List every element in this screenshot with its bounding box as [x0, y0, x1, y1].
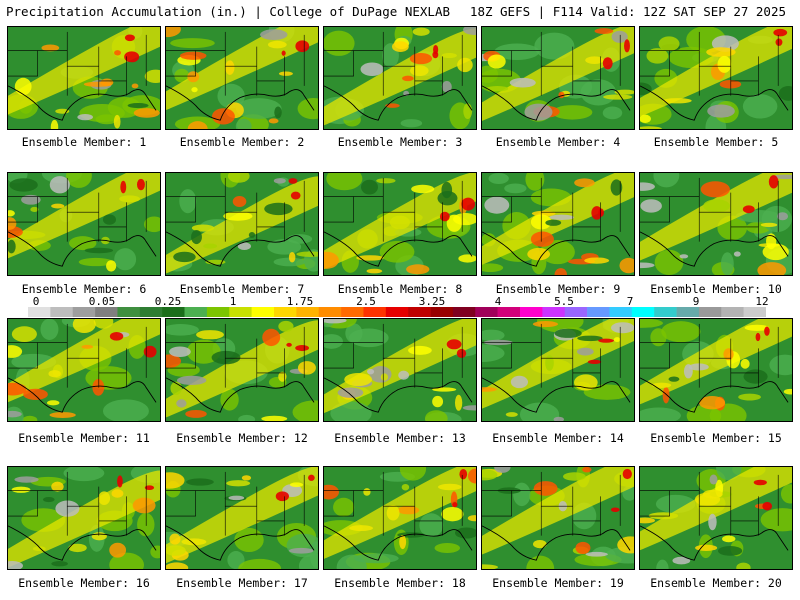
colorbar-swatch — [408, 307, 431, 317]
colorbar-swatch — [564, 307, 588, 317]
map-panel-19 — [481, 466, 635, 570]
colorbar-tick-label: 4 — [494, 295, 502, 308]
colorbar-swatch — [363, 307, 387, 317]
colorbar-swatch — [296, 307, 320, 317]
map-panel-9 — [481, 172, 635, 276]
colorbar-swatch — [676, 307, 700, 317]
map-panel-14 — [481, 318, 635, 422]
colorbar-swatch — [341, 307, 364, 317]
panel-label: Ensemble Member: 13 — [334, 431, 466, 445]
colorbar-swatch — [631, 307, 655, 317]
panel-label: Ensemble Member: 15 — [650, 431, 782, 445]
map-panel-5 — [639, 26, 793, 130]
colorbar-tick-label: 0.25 — [154, 295, 182, 308]
panel-label: Ensemble Member: 3 — [337, 135, 463, 149]
colorbar-swatch — [206, 307, 230, 317]
colorbar-swatch — [139, 307, 163, 317]
colorbar-swatch — [274, 307, 297, 317]
colorbar-swatch — [28, 307, 51, 317]
colorbar-swatch — [587, 307, 610, 317]
colorbar-swatch — [520, 307, 543, 317]
map-panel-16 — [7, 466, 161, 570]
colorbar-swatch — [72, 307, 96, 317]
map-panel-10 — [639, 172, 793, 276]
colorbar-swatch — [721, 307, 744, 317]
colorbar-swatch — [95, 307, 118, 317]
map-panel-15 — [639, 318, 793, 422]
panel-label: Ensemble Member: 1 — [21, 135, 147, 149]
colorbar-swatch — [117, 307, 141, 317]
colorbar-swatch — [698, 307, 722, 317]
panel-label: Ensemble Member: 6 — [21, 282, 147, 296]
panel-label: Ensemble Member: 8 — [337, 282, 463, 296]
map-panel-3 — [323, 26, 477, 130]
map-panel-1 — [7, 26, 161, 130]
panel-label: Ensemble Member: 7 — [179, 282, 305, 296]
map-panel-13 — [323, 318, 477, 422]
map-panel-4 — [481, 26, 635, 130]
colorbar-swatch — [609, 307, 633, 317]
colorbar-tick-label: 0 — [32, 295, 40, 308]
colorbar-swatch — [654, 307, 677, 317]
colorbar-swatch — [497, 307, 521, 317]
colorbar-tick-label: 1.75 — [286, 295, 314, 308]
map-panel-8 — [323, 172, 477, 276]
panel-label: Ensemble Member: 19 — [492, 576, 624, 590]
panel-label: Ensemble Member: 18 — [334, 576, 466, 590]
colorbar-swatch — [385, 307, 409, 317]
panel-label: Ensemble Member: 17 — [176, 576, 308, 590]
panel-label: Ensemble Member: 4 — [495, 135, 621, 149]
colorbar-swatch — [50, 307, 74, 317]
map-panel-12 — [165, 318, 319, 422]
panel-label: Ensemble Member: 12 — [176, 431, 308, 445]
colorbar-swatch — [251, 307, 275, 317]
colorbar-tick-label: 2.5 — [356, 295, 376, 308]
colorbar-swatch — [743, 307, 766, 317]
map-panel-2 — [165, 26, 319, 130]
colorbar-swatch — [542, 307, 566, 317]
colorbar-swatch — [452, 307, 476, 317]
map-panel-6 — [7, 172, 161, 276]
panel-label: Ensemble Member: 16 — [18, 576, 150, 590]
colorbar-tick-label: 12 — [755, 295, 769, 308]
panel-label: Ensemble Member: 2 — [179, 135, 305, 149]
panel-label: Ensemble Member: 5 — [653, 135, 779, 149]
colorbar-tick-label: 5.5 — [554, 295, 574, 308]
map-panel-17 — [165, 466, 319, 570]
run-info: 18Z GEFS | F114 Valid: 12Z SAT SEP 27 20… — [469, 4, 786, 19]
colorbar-tick-label: 3.25 — [418, 295, 446, 308]
colorbar-tick-label: 7 — [626, 295, 634, 308]
colorbar-swatch — [430, 307, 454, 317]
colorbar-tick-label: 1 — [229, 295, 237, 308]
colorbar-tick-label: 9 — [692, 295, 700, 308]
panel-label: Ensemble Member: 20 — [650, 576, 782, 590]
map-panel-11 — [7, 318, 161, 422]
map-panel-7 — [165, 172, 319, 276]
colorbar-tick-label: 0.05 — [88, 295, 116, 308]
colorbar-swatch — [475, 307, 498, 317]
colorbar-swatch — [229, 307, 252, 317]
colorbar-swatch — [318, 307, 342, 317]
panel-label: Ensemble Member: 9 — [495, 282, 621, 296]
panel-label: Ensemble Member: 14 — [492, 431, 624, 445]
panel-label: Ensemble Member: 10 — [650, 282, 782, 296]
map-panel-20 — [639, 466, 793, 570]
map-panel-18 — [323, 466, 477, 570]
colorbar-swatch — [184, 307, 208, 317]
panel-label: Ensemble Member: 11 — [18, 431, 150, 445]
colorbar — [28, 307, 766, 317]
colorbar-swatch — [162, 307, 185, 317]
page-title: Precipitation Accumulation (in.) | Colle… — [6, 4, 451, 19]
